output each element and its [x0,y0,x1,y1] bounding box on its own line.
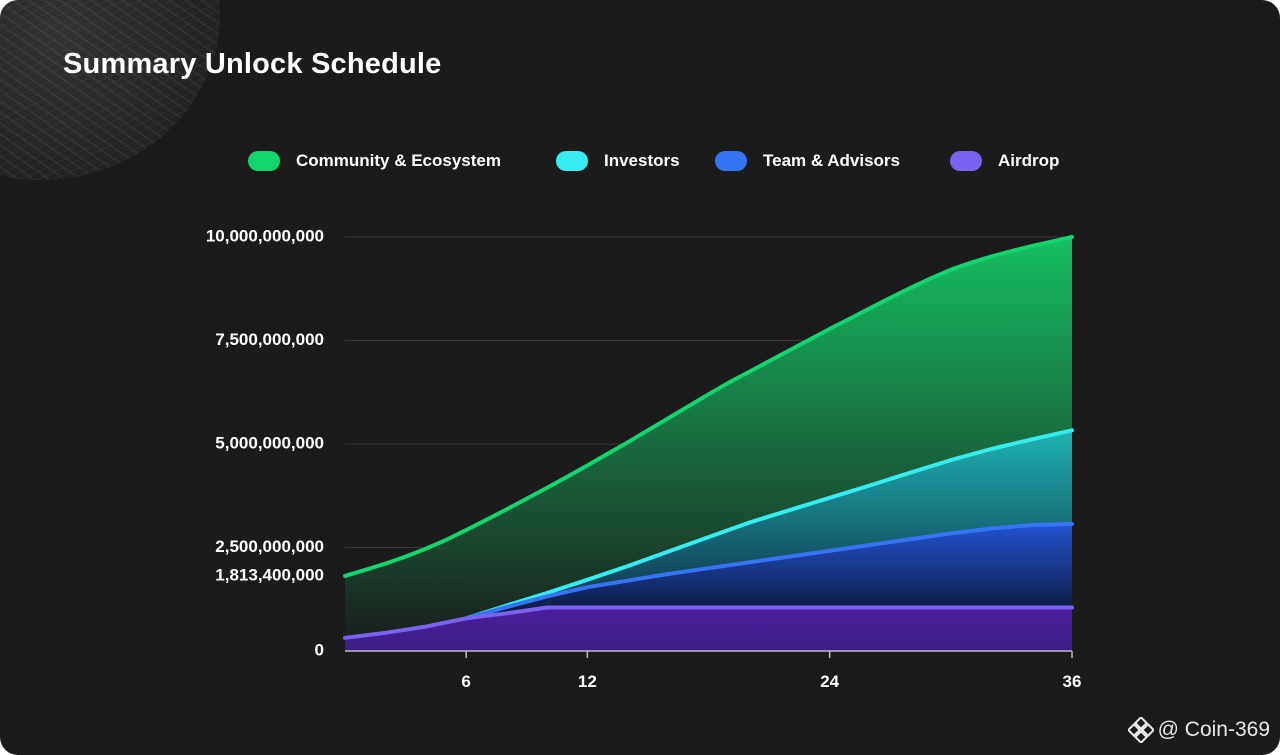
legend-item-investors: Investors [556,146,680,176]
series-line-team [464,521,1074,621]
x-tick-label: 6 [461,672,470,691]
y-tick-label: 7,500,000,000 [215,330,324,349]
x-tick-label: 36 [1063,672,1082,691]
watermark-text: @ Coin-369 [1157,718,1270,741]
x-tick-label: 12 [578,672,597,691]
legend-swatch-community [248,151,280,171]
y-tick-label: 1,813,400,000 [215,565,324,584]
series-line-investors [464,428,1074,621]
legend: Community & Ecosystem Investors Team & A… [0,146,1280,176]
x-tick-label: 24 [820,672,839,691]
series-line-community [343,235,1074,578]
y-tick-label: 0 [315,640,324,659]
chart-title: Summary Unlock Schedule [63,48,442,80]
y-tick-label: 2,500,000,000 [215,537,324,556]
legend-item-community: Community & Ecosystem [248,146,501,176]
legend-swatch-team [715,151,747,171]
legend-swatch-airdrop [950,151,982,171]
binance-diamond-icon [1127,717,1154,743]
legend-item-airdrop: Airdrop [950,146,1059,176]
y-tick-label: 5,000,000,000 [215,433,324,452]
area-team [466,523,1072,619]
y-tick-label: 10,000,000,000 [206,226,324,245]
watermark: @ Coin-369 [1127,717,1270,743]
series-line-airdrop [343,605,1074,640]
area-airdrop [345,607,1072,651]
legend-label-airdrop: Airdrop [998,151,1060,170]
legend-label-team: Team & Advisors [763,151,900,170]
legend-swatch-investors [556,151,588,171]
legend-item-team: Team & Advisors [715,146,900,176]
legend-label-community: Community & Ecosystem [296,151,501,170]
legend-label-investors: Investors [604,151,680,170]
